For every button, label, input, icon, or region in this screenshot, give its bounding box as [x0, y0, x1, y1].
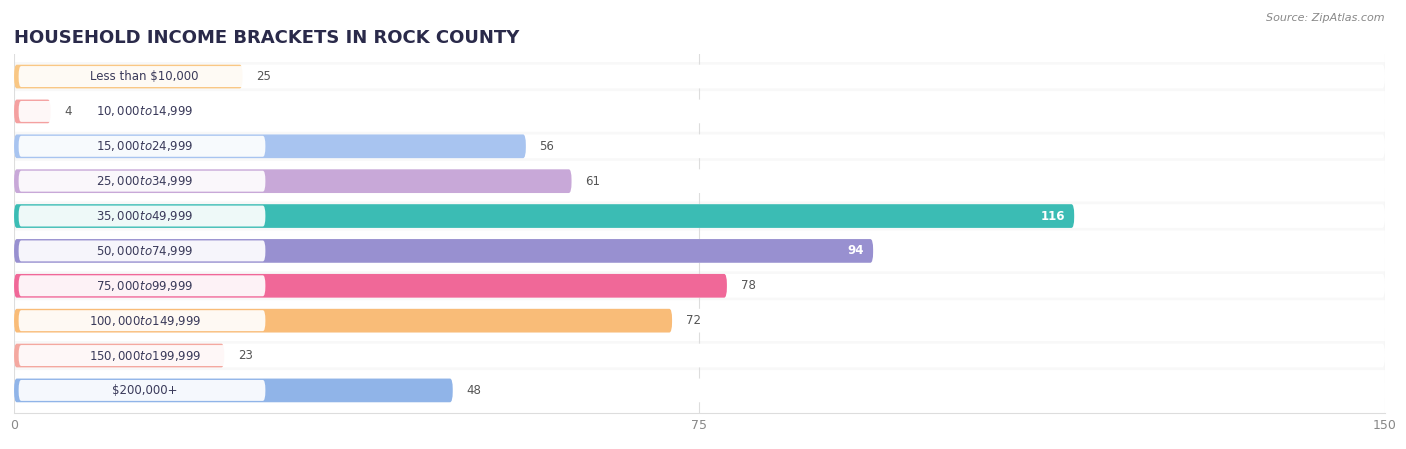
FancyBboxPatch shape [14, 100, 51, 123]
FancyBboxPatch shape [14, 274, 727, 298]
FancyBboxPatch shape [14, 343, 225, 367]
Text: $35,000 to $49,999: $35,000 to $49,999 [96, 209, 194, 223]
FancyBboxPatch shape [14, 62, 1385, 91]
Text: HOUSEHOLD INCOME BRACKETS IN ROCK COUNTY: HOUSEHOLD INCOME BRACKETS IN ROCK COUNTY [14, 29, 519, 47]
FancyBboxPatch shape [18, 171, 266, 192]
FancyBboxPatch shape [14, 65, 1385, 88]
FancyBboxPatch shape [14, 379, 1385, 402]
FancyBboxPatch shape [14, 239, 1385, 263]
Text: 4: 4 [65, 105, 72, 118]
Text: $15,000 to $24,999: $15,000 to $24,999 [96, 139, 194, 153]
Text: 25: 25 [256, 70, 271, 83]
FancyBboxPatch shape [14, 132, 1385, 161]
Text: $150,000 to $199,999: $150,000 to $199,999 [89, 348, 201, 362]
FancyBboxPatch shape [14, 274, 1385, 298]
Text: 23: 23 [238, 349, 253, 362]
Text: 56: 56 [540, 140, 554, 153]
FancyBboxPatch shape [14, 167, 1385, 196]
FancyBboxPatch shape [18, 380, 266, 401]
FancyBboxPatch shape [14, 239, 873, 263]
Text: 48: 48 [467, 384, 481, 397]
FancyBboxPatch shape [18, 136, 266, 157]
FancyBboxPatch shape [14, 204, 1385, 228]
FancyBboxPatch shape [14, 343, 1385, 367]
Text: 72: 72 [686, 314, 700, 327]
Text: $50,000 to $74,999: $50,000 to $74,999 [96, 244, 194, 258]
FancyBboxPatch shape [18, 206, 266, 226]
Text: $10,000 to $14,999: $10,000 to $14,999 [96, 105, 194, 119]
Text: $100,000 to $149,999: $100,000 to $149,999 [89, 314, 201, 328]
Text: 94: 94 [848, 244, 863, 257]
FancyBboxPatch shape [14, 97, 1385, 126]
FancyBboxPatch shape [18, 241, 266, 261]
FancyBboxPatch shape [18, 310, 266, 331]
FancyBboxPatch shape [18, 275, 266, 296]
Text: 116: 116 [1040, 210, 1066, 223]
FancyBboxPatch shape [14, 204, 1074, 228]
FancyBboxPatch shape [14, 100, 1385, 123]
FancyBboxPatch shape [14, 169, 571, 193]
Text: $200,000+: $200,000+ [112, 384, 177, 397]
FancyBboxPatch shape [18, 66, 266, 87]
FancyBboxPatch shape [14, 379, 453, 402]
FancyBboxPatch shape [14, 65, 243, 88]
FancyBboxPatch shape [14, 202, 1385, 230]
Text: 61: 61 [585, 175, 600, 188]
FancyBboxPatch shape [14, 309, 1385, 333]
FancyBboxPatch shape [14, 271, 1385, 300]
Text: Source: ZipAtlas.com: Source: ZipAtlas.com [1267, 13, 1385, 23]
FancyBboxPatch shape [14, 376, 1385, 405]
FancyBboxPatch shape [14, 341, 1385, 370]
FancyBboxPatch shape [14, 169, 1385, 193]
FancyBboxPatch shape [18, 101, 266, 122]
FancyBboxPatch shape [14, 134, 526, 158]
Text: 78: 78 [741, 279, 755, 292]
Text: $25,000 to $34,999: $25,000 to $34,999 [96, 174, 194, 188]
Text: Less than $10,000: Less than $10,000 [90, 70, 200, 83]
FancyBboxPatch shape [14, 237, 1385, 265]
Text: $75,000 to $99,999: $75,000 to $99,999 [96, 279, 194, 293]
FancyBboxPatch shape [18, 345, 266, 366]
FancyBboxPatch shape [14, 306, 1385, 335]
FancyBboxPatch shape [14, 134, 1385, 158]
FancyBboxPatch shape [14, 309, 672, 333]
